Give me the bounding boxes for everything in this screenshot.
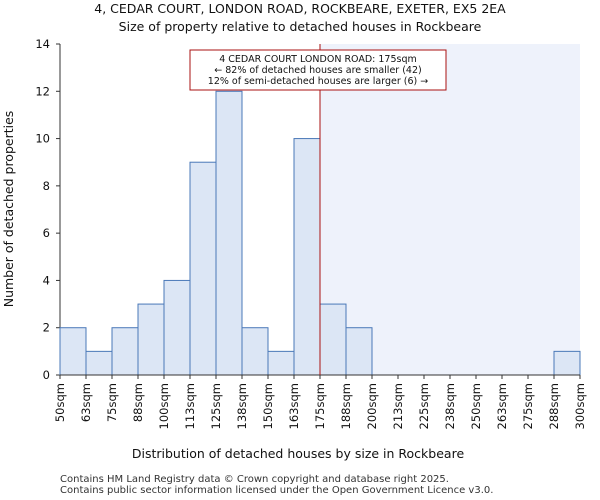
x-tick-label: 263sqm	[495, 383, 509, 429]
y-tick-label: 6	[43, 226, 50, 240]
x-tick-label: 138sqm	[235, 383, 249, 429]
x-tick-label: 200sqm	[365, 383, 379, 429]
bar-150sqm	[267, 350, 295, 376]
x-tick-label: 175sqm	[313, 383, 327, 429]
x-tick-label: 75sqm	[105, 383, 119, 422]
y-axis-label: Number of detached properties	[1, 111, 16, 308]
bar-188sqm	[345, 327, 373, 376]
bar-113sqm	[189, 161, 217, 376]
y-axis: 0 2 4 6 8 10 12 14	[35, 37, 61, 382]
x-tick-label: 50sqm	[53, 383, 67, 422]
y-tick-label: 10	[35, 132, 50, 146]
annotation-line-2: ← 82% of detached houses are smaller (42…	[214, 65, 421, 76]
x-tick-label: 125sqm	[209, 383, 223, 429]
x-tick-label: 288sqm	[547, 383, 561, 429]
x-tick-label: 100sqm	[157, 383, 171, 429]
bar-88sqm	[137, 303, 165, 376]
footer-line-1: Contains HM Land Registry data © Crown c…	[60, 474, 449, 485]
bar-288sqm	[553, 350, 581, 376]
annotation-rect	[189, 49, 447, 91]
y-tick-label: 8	[43, 179, 50, 193]
bar-75sqm	[111, 327, 139, 376]
x-tick-label: 150sqm	[261, 383, 275, 429]
annotation-line-1: 4 CEDAR COURT LONDON ROAD: 175sqm	[219, 54, 417, 65]
annotation-box: 4 CEDAR COURT LONDON ROAD: 175sqm← 82% o…	[189, 49, 447, 91]
x-axis: 50sqm 63sqm 75sqm 88sqm 100sqm 113sqm 125sqm 13…	[53, 374, 587, 429]
x-tick-label: 238sqm	[443, 383, 457, 429]
x-tick-label: 275sqm	[521, 383, 535, 429]
annotation-line-3: 12% of semi-detached houses are larger (…	[208, 76, 428, 87]
x-tick-label: 163sqm	[287, 383, 301, 429]
x-tick-label: 113sqm	[183, 383, 197, 429]
bar-63sqm	[85, 350, 113, 376]
x-tick-label: 188sqm	[339, 383, 353, 429]
y-tick-label: 14	[35, 37, 50, 51]
y-tick-label: 2	[43, 321, 50, 335]
x-tick-label: 225sqm	[417, 383, 431, 429]
x-tick-label: 88sqm	[131, 383, 145, 422]
bar-138sqm	[241, 327, 269, 376]
x-tick-label: 213sqm	[391, 383, 405, 429]
bar-125sqm	[215, 90, 243, 376]
footer-line-2: Contains public sector information licen…	[60, 485, 494, 496]
x-tick-label: 63sqm	[79, 383, 93, 422]
y-tick-label: 4	[43, 273, 50, 287]
bar-50sqm	[59, 327, 87, 376]
chart-title: 4, CEDAR COURT, LONDON ROAD, ROCKBEARE, …	[94, 1, 506, 16]
bar-100sqm	[163, 279, 191, 376]
bar-175sqm	[319, 303, 347, 376]
chart-subtitle: Size of property relative to detached ho…	[119, 19, 482, 34]
highlight-region	[320, 44, 580, 375]
x-tick-label: 300sqm	[573, 383, 587, 429]
x-tick-label: 250sqm	[469, 383, 483, 429]
x-axis-label: Distribution of detached houses by size …	[132, 446, 465, 461]
y-tick-label: 0	[43, 368, 50, 382]
y-tick-label: 12	[35, 84, 50, 98]
bar-163sqm	[293, 138, 321, 376]
